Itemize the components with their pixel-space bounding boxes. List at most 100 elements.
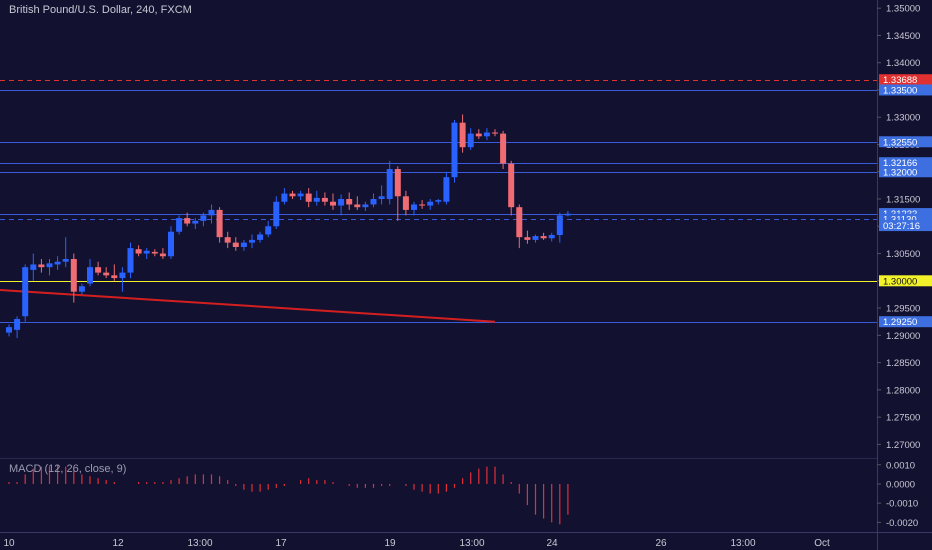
- candle-body: [257, 234, 264, 240]
- price-label: 1.32550: [883, 137, 917, 148]
- candle-body: [427, 201, 434, 206]
- candle-body: [548, 234, 555, 239]
- price-label: 1.33500: [883, 85, 917, 96]
- price-label: 1.32166: [883, 158, 917, 169]
- candle-body: [6, 327, 12, 333]
- price-label-bg: [879, 316, 932, 328]
- candle-body: [87, 267, 93, 284]
- candle-body: [208, 209, 215, 216]
- price-tick-label: 1.33000: [886, 113, 920, 124]
- candle-body: [435, 200, 442, 202]
- time-tick-label: 10: [3, 538, 15, 549]
- candle-body: [451, 122, 458, 178]
- candle-body: [38, 264, 45, 268]
- candle-body: [362, 204, 369, 208]
- candle-body: [330, 201, 336, 206]
- candle-body: [111, 275, 118, 279]
- candle-body: [556, 215, 563, 235]
- price-label-bg: [879, 275, 932, 287]
- candle-body: [313, 197, 320, 202]
- price-tick-label: 1.27000: [886, 440, 920, 451]
- candle-body: [224, 237, 231, 243]
- candle-body: [411, 204, 417, 210]
- price-tick-label: 1.34500: [886, 31, 920, 42]
- candle-body: [419, 204, 426, 206]
- candle-body: [564, 213, 571, 216]
- candle-body: [54, 261, 61, 265]
- candle-body: [273, 201, 280, 227]
- macd-tick-label: 0.0000: [886, 479, 915, 490]
- price-tick-label: 1.29500: [886, 304, 920, 315]
- candle-body: [443, 177, 450, 202]
- candle-body: [176, 218, 183, 232]
- macd-tick-label: -0.0010: [886, 499, 918, 510]
- candle-body: [135, 249, 142, 254]
- price-label: 1.33688: [883, 75, 917, 86]
- candle-body: [14, 318, 21, 330]
- candle-body: [346, 199, 353, 205]
- candle-body: [119, 272, 126, 279]
- price-label: 1.32000: [883, 167, 917, 178]
- price-tick-label: 1.28000: [886, 385, 920, 396]
- macd-tick-label: -0.0020: [886, 518, 918, 529]
- candle-body: [192, 220, 199, 224]
- price-label-bg: [879, 84, 932, 96]
- candle-body: [402, 196, 409, 210]
- candle-body: [232, 242, 239, 247]
- price-label-bg: [879, 213, 932, 225]
- candle-body: [127, 248, 134, 273]
- candle-body: [168, 231, 174, 257]
- candle-body: [159, 253, 166, 257]
- time-tick-label: 19: [384, 538, 396, 549]
- candle-body: [516, 207, 523, 238]
- price-tick-label: 1.28500: [886, 358, 920, 369]
- candle-body: [184, 218, 191, 224]
- macd-tick-label: 0.0010: [886, 460, 915, 471]
- candle-body: [143, 250, 150, 254]
- candle-body: [492, 132, 498, 134]
- time-tick-label: 12: [112, 538, 124, 549]
- candle-body: [459, 122, 466, 148]
- price-label: 1.30000: [883, 276, 917, 287]
- candle-body: [265, 226, 272, 235]
- candle-body: [483, 132, 490, 137]
- candle-body: [70, 258, 77, 292]
- candle-body: [289, 193, 296, 197]
- candle-body: [240, 242, 247, 247]
- candle-body: [151, 251, 158, 254]
- time-tick-label: 24: [546, 538, 558, 549]
- candle-body: [297, 193, 304, 197]
- time-tick-label: 17: [275, 538, 287, 549]
- chart-title: British Pound/U.S. Dollar, 240, FXCM: [9, 4, 192, 16]
- time-tick-label: 13:00: [187, 538, 212, 549]
- price-tick-label: 1.29000: [886, 331, 920, 342]
- candle-body: [467, 133, 474, 148]
- candle-body: [216, 209, 223, 238]
- candle-body: [370, 199, 377, 205]
- price-tick-label: 1.35000: [886, 4, 920, 15]
- price-tick-label: 1.27500: [886, 413, 920, 424]
- candle-body: [46, 263, 53, 268]
- candle-body: [78, 286, 85, 292]
- price-tick-label: 1.31500: [886, 195, 920, 206]
- countdown-bg: [879, 220, 932, 232]
- candle-body: [532, 236, 539, 240]
- price-label-bg: [879, 136, 932, 148]
- candle-body: [338, 199, 345, 206]
- candle-body: [30, 264, 37, 270]
- candle-body: [95, 267, 102, 273]
- candle-body: [62, 258, 69, 262]
- candle-body: [508, 163, 515, 208]
- candle-body: [500, 133, 507, 164]
- candle-body: [305, 193, 312, 202]
- price-label-bg: [879, 74, 932, 86]
- time-tick-label: Oct: [814, 538, 830, 549]
- countdown-label: 03:27:16: [883, 221, 920, 232]
- candle-body: [321, 197, 328, 202]
- candle-body: [354, 204, 361, 208]
- candle-body: [378, 196, 385, 200]
- candle-body: [386, 169, 393, 200]
- price-label: 1.29250: [883, 317, 917, 328]
- time-tick-label: 26: [655, 538, 667, 549]
